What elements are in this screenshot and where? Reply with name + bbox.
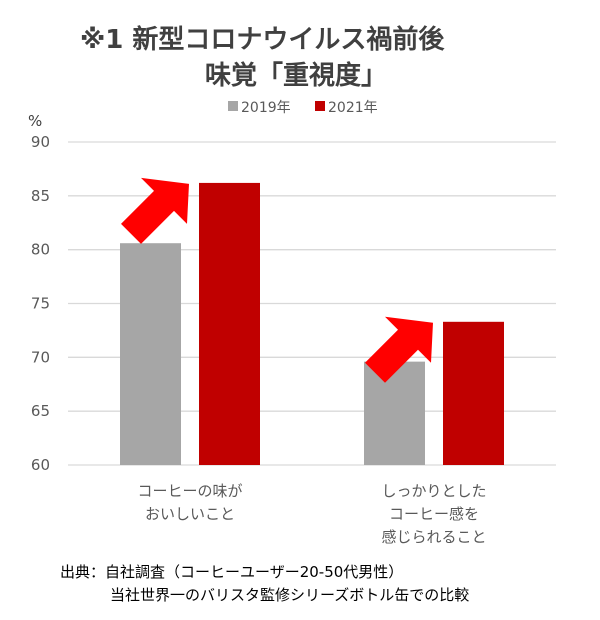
y-axis-label: % bbox=[28, 112, 42, 130]
y-tick-label: 80 bbox=[31, 241, 50, 259]
bar bbox=[120, 243, 181, 465]
source-line-2: 当社世界一のバリスタ監修シリーズボトル缶での比較 bbox=[110, 586, 469, 604]
legend: 2019年 2021年 bbox=[228, 100, 378, 116]
legend-label: 2021年 bbox=[328, 100, 378, 116]
y-tick-label: 85 bbox=[31, 187, 50, 205]
x-tick-label: コーヒーの味が bbox=[137, 482, 242, 500]
increase-arrow-icon bbox=[365, 316, 433, 383]
chart-title: ※1 新型コロナウイルス禍前後 bbox=[80, 24, 445, 55]
y-tick-label: 70 bbox=[31, 348, 50, 366]
y-tick-label: 60 bbox=[31, 456, 50, 474]
source-line-1: 出典：自社調査（コーヒーユーザー20-50代男性） bbox=[60, 563, 403, 581]
bar bbox=[199, 182, 260, 465]
x-tick-label: おいしいこと bbox=[145, 505, 235, 523]
x-tick-label: しっかりとした bbox=[381, 482, 486, 500]
bar bbox=[443, 321, 504, 465]
x-tick-label: コーヒー感を bbox=[389, 505, 479, 523]
legend-swatch bbox=[228, 101, 238, 111]
y-tick-label: 75 bbox=[31, 295, 50, 313]
y-tick-label: 65 bbox=[31, 402, 50, 420]
x-tick-label: 感じられること bbox=[381, 528, 486, 546]
y-tick-label: 90 bbox=[31, 133, 50, 151]
legend-swatch bbox=[315, 101, 325, 111]
legend-label: 2019年 bbox=[241, 100, 291, 116]
bar bbox=[364, 361, 425, 465]
increase-arrow-icon bbox=[121, 177, 189, 244]
chart-subtitle: 味覚「重視度」 bbox=[205, 60, 387, 91]
